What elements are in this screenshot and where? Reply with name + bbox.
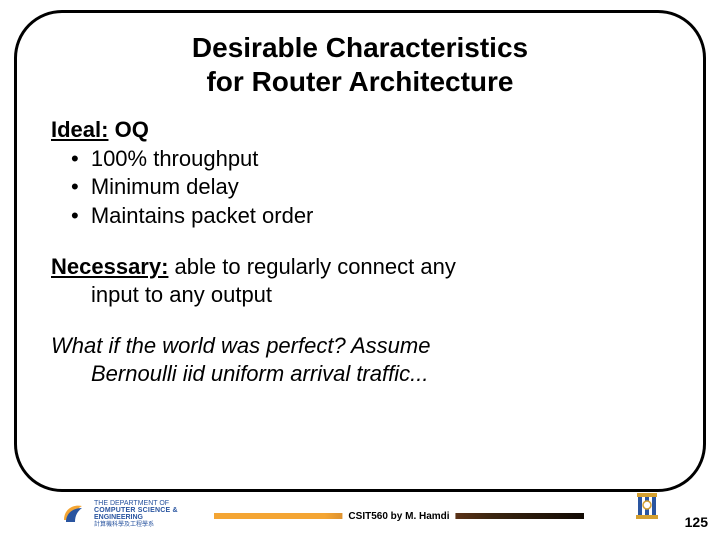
dept-line-4: 計算機科學及工程學系 xyxy=(94,522,178,528)
slide-title: Desirable Characteristics for Router Arc… xyxy=(51,31,669,98)
slide-frame: Desirable Characteristics for Router Arc… xyxy=(14,10,706,492)
necessary-text-cont: input to any output xyxy=(51,281,669,310)
title-line-1: Desirable Characteristics xyxy=(192,32,528,63)
page-number: 125 xyxy=(685,514,708,530)
university-crest-icon xyxy=(634,491,660,523)
slide-footer: THE DEPARTMENT OF COMPUTER SCIENCE & ENG… xyxy=(0,494,720,540)
ideal-section: Ideal: OQ 100% throughput Minimum delay … xyxy=(51,116,669,230)
whatif-first: What if the world was perfect? Assume xyxy=(51,333,430,358)
slide-body: Ideal: OQ 100% throughput Minimum delay … xyxy=(51,116,669,389)
department-logo: THE DEPARTMENT OF COMPUTER SCIENCE & ENG… xyxy=(60,500,178,528)
ideal-bullets: 100% throughput Minimum delay Maintains … xyxy=(91,145,669,231)
list-item: Minimum delay xyxy=(91,173,669,202)
whatif-section: What if the world was perfect? Assume Be… xyxy=(51,332,669,389)
dept-mark-icon xyxy=(60,500,88,528)
necessary-text-first: able to regularly connect any xyxy=(168,254,455,279)
whatif-cont: Bernoulli iid uniform arrival traffic... xyxy=(51,360,669,389)
title-line-2: for Router Architecture xyxy=(206,66,513,97)
necessary-section: Necessary: able to regularly connect any… xyxy=(51,253,669,310)
university-logo xyxy=(634,491,660,528)
ideal-label: Ideal: xyxy=(51,117,108,142)
ideal-subject: OQ xyxy=(108,117,148,142)
list-item: 100% throughput xyxy=(91,145,669,174)
list-item: Maintains packet order xyxy=(91,202,669,231)
dept-line-3: ENGINEERING xyxy=(94,514,178,521)
footer-course-label: CSIT560 by M. Hamdi xyxy=(342,511,455,522)
department-text: THE DEPARTMENT OF COMPUTER SCIENCE & ENG… xyxy=(94,500,178,528)
dept-line-2: COMPUTER SCIENCE & xyxy=(94,507,178,514)
necessary-label: Necessary: xyxy=(51,254,168,279)
footer-bar: CSIT560 by M. Hamdi xyxy=(214,510,584,522)
dept-line-1: THE DEPARTMENT OF xyxy=(94,500,178,507)
